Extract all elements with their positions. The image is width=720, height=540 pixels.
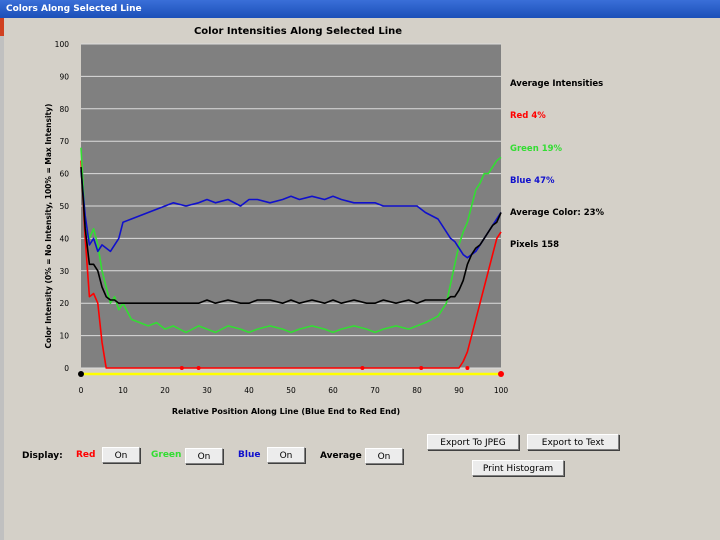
y-tick-label: 90	[59, 72, 69, 81]
display-green-label: Green	[151, 450, 182, 460]
print-histogram-button[interactable]: Print Histogram	[472, 460, 564, 476]
x-axis-label: Relative Position Along Line (Blue End t…	[172, 407, 400, 416]
red-end-marker	[498, 371, 504, 377]
legend-pixels: Pixels 158	[510, 240, 559, 250]
x-tick-label: 20	[160, 386, 170, 395]
blue-toggle-button[interactable]: On	[267, 447, 305, 463]
y-axis-label: Color Intensity (0% = No Intensity, 100%…	[44, 104, 53, 349]
green-toggle-button[interactable]: On	[185, 448, 223, 464]
x-tick-label: 90	[454, 386, 464, 395]
left-edge-accent	[0, 18, 4, 36]
x-tick-label: 80	[412, 386, 422, 395]
y-tick-label: 20	[59, 299, 69, 308]
y-tick-label: 80	[59, 105, 69, 114]
legend-heading: Average Intensities	[510, 79, 603, 89]
display-label: Display:	[22, 451, 63, 461]
export-jpeg-button[interactable]: Export To JPEG	[427, 434, 519, 450]
display-red-label: Red	[76, 450, 96, 460]
series-line-green	[80, 147, 502, 334]
plot-area: 0 10 20 30 40 50 60 70 80 90 100 0 10 20 30 40 50 60 70 80 9…	[55, 40, 509, 395]
series-line-blue	[80, 170, 502, 259]
x-tick-label: 30	[202, 386, 212, 395]
display-blue-label: Blue	[238, 450, 261, 460]
left-edge	[0, 18, 4, 540]
zero-marker	[179, 366, 184, 370]
export-text-button[interactable]: Export to Text	[527, 434, 619, 450]
chart-title: Color Intensities Along Selected Line	[194, 26, 402, 37]
x-tick-label: 0	[79, 386, 84, 395]
zero-marker	[465, 366, 470, 370]
x-tick-label: 50	[286, 386, 296, 395]
average-toggle-button[interactable]: On	[365, 448, 403, 464]
y-tick-label: 10	[59, 332, 69, 341]
y-tick-label: 40	[59, 234, 69, 243]
display-average-label: Average	[320, 451, 362, 461]
x-tick-label: 10	[118, 386, 128, 395]
y-tick-label: 30	[59, 267, 69, 276]
x-tick-label: 100	[494, 386, 509, 395]
zero-marker	[419, 366, 424, 370]
legend-average: Average Color: 23%	[510, 208, 605, 218]
intensity-chart: Color Intensities Along Selected Line 0 1…	[44, 26, 605, 416]
zero-marker	[196, 366, 201, 370]
series-line-red	[80, 160, 502, 369]
zero-marker	[360, 366, 365, 370]
blue-end-marker	[78, 371, 84, 377]
y-tick-label: 0	[64, 364, 69, 373]
x-tick-label: 70	[370, 386, 380, 395]
legend-red: Red 4%	[510, 111, 546, 121]
y-tick-label: 50	[59, 202, 69, 211]
x-tick-label: 60	[328, 386, 338, 395]
legend-green: Green 19%	[510, 144, 563, 154]
red-toggle-button[interactable]: On	[102, 447, 140, 463]
legend-blue: Blue 47%	[510, 176, 555, 186]
window-title-bar[interactable]: Colors Along Selected Line	[0, 0, 720, 18]
window-title: Colors Along Selected Line	[6, 4, 142, 14]
legend: Average Intensities Red 4% Green 19% Blu…	[510, 79, 605, 250]
y-tick-label: 100	[55, 40, 70, 49]
y-tick-label: 60	[59, 170, 69, 179]
y-tick-label: 70	[59, 137, 69, 146]
series-line-average	[80, 167, 502, 305]
x-tick-label: 40	[244, 386, 254, 395]
